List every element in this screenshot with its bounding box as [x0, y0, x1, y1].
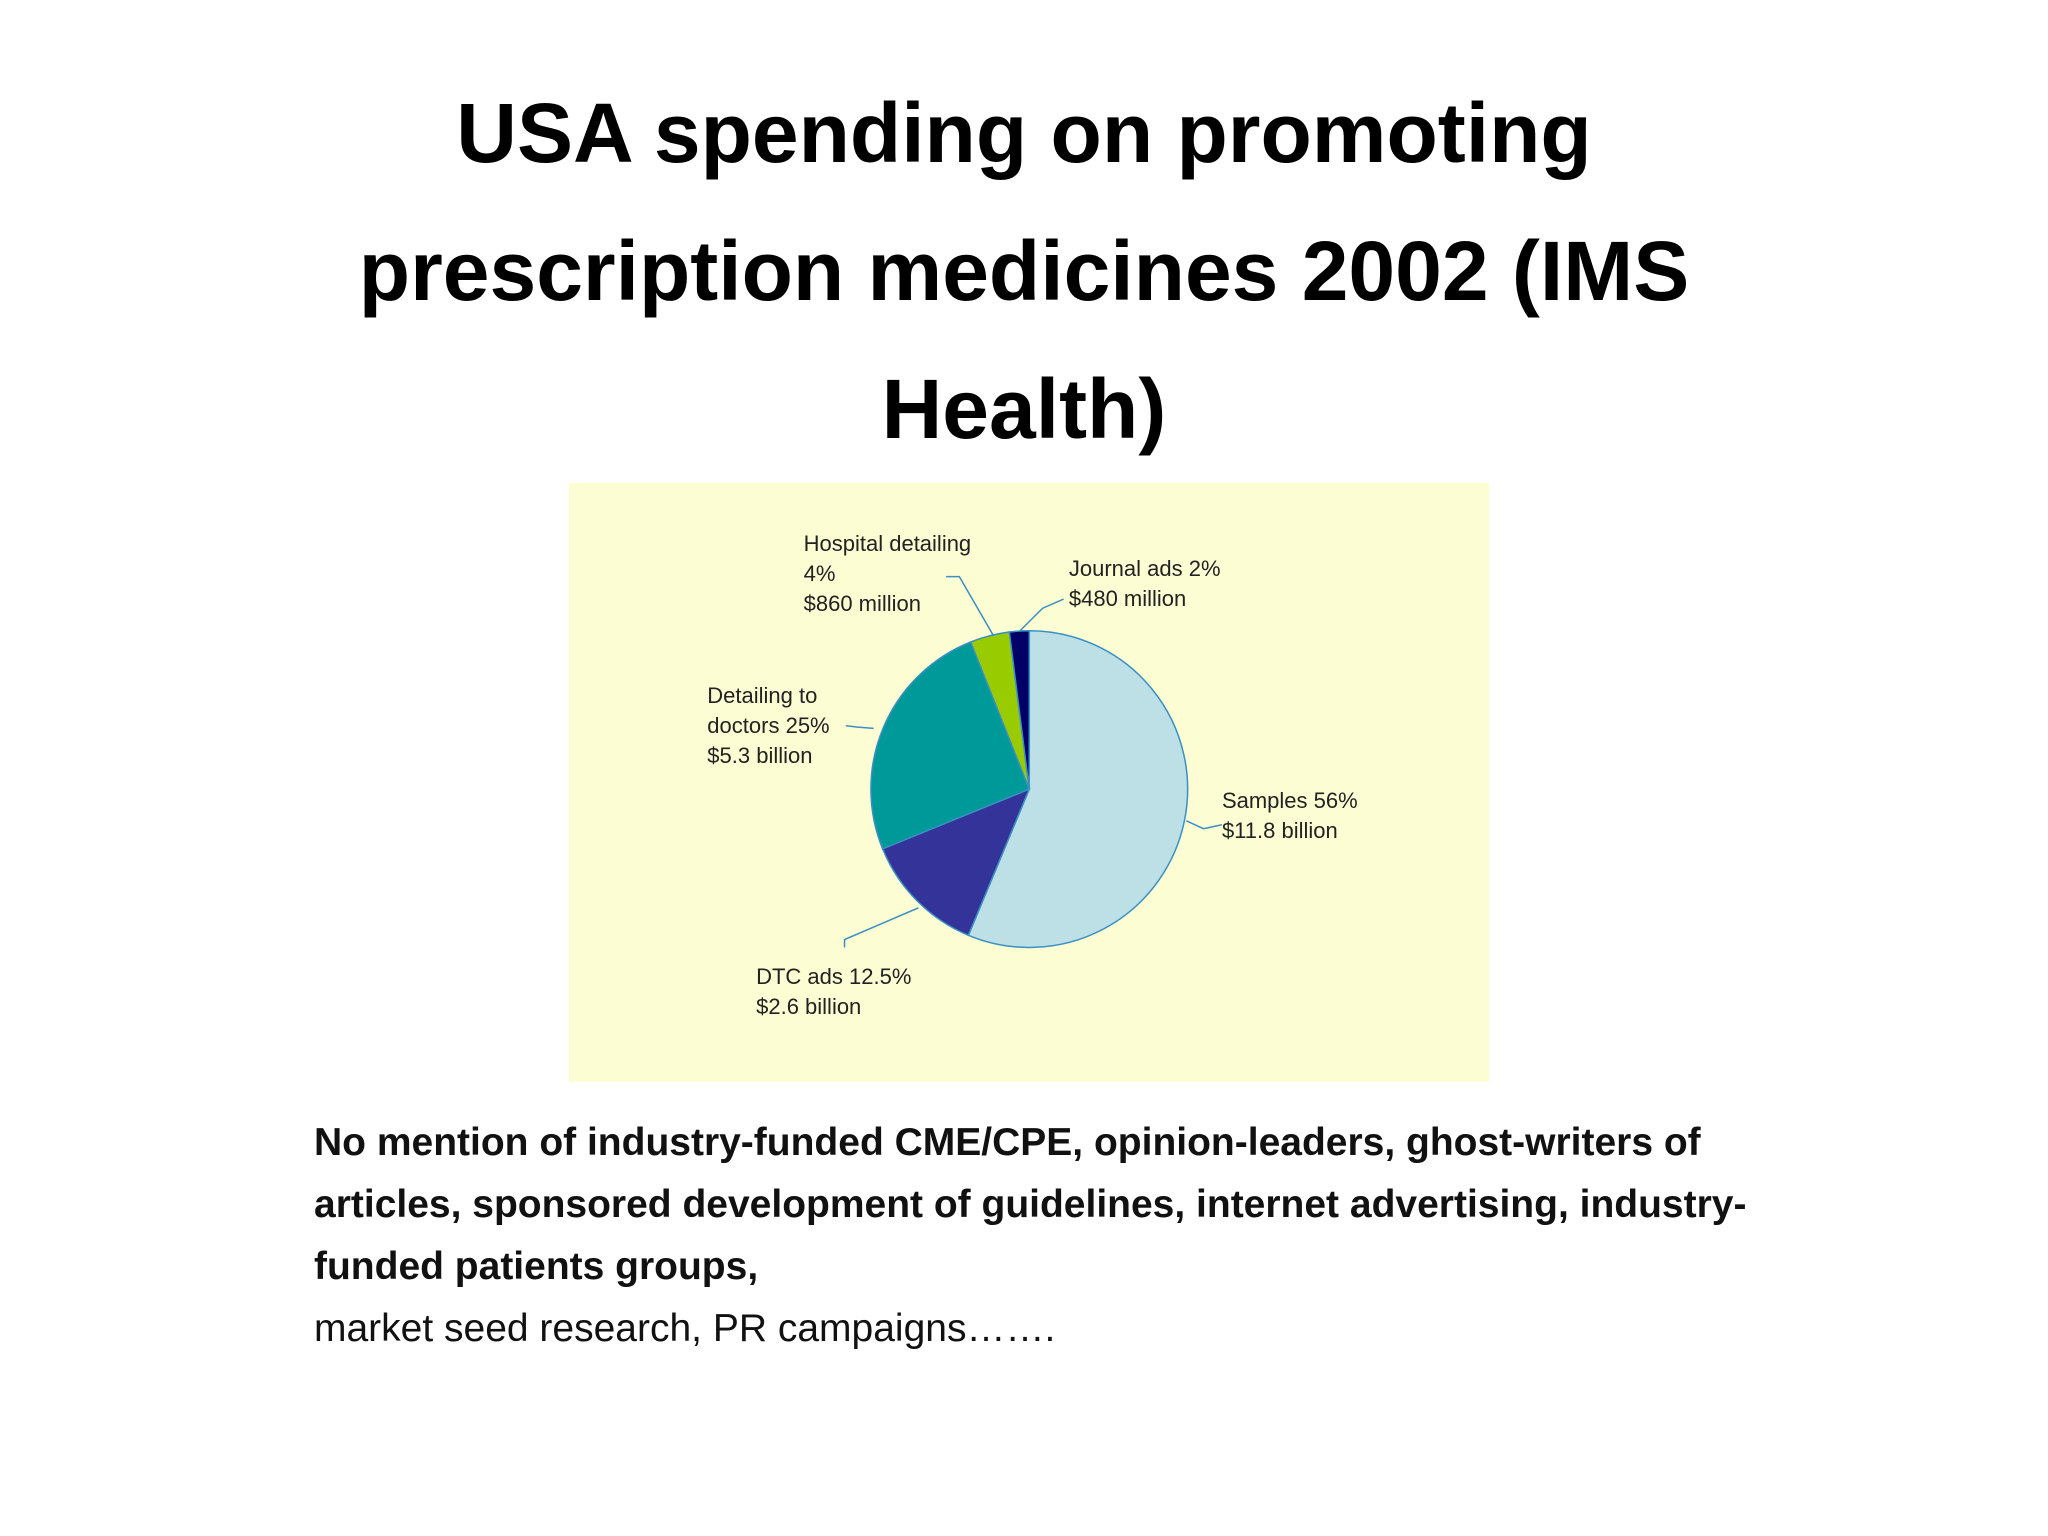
pie-slice — [870, 641, 1031, 850]
note-bold: No mention of industry-funded CME/CPE, o… — [314, 1121, 1747, 1288]
leader-line — [946, 575, 995, 637]
value-label: 2% — [1188, 556, 1221, 582]
leader-line — [1019, 598, 1064, 632]
pie-slice — [881, 787, 1031, 937]
category-label: Hospital detailing — [803, 531, 972, 557]
slice-label: DTC ads 12.5% $2.6 billion — [756, 962, 1076, 1022]
pie-slice — [1008, 630, 1031, 790]
category-label: Samples — [1221, 788, 1308, 814]
slide-title: USA spending on promoting prescription m… — [358, 86, 1690, 456]
leader-line — [843, 907, 919, 948]
slice-label: Journal ads 2% $480 million — [1069, 554, 1389, 614]
category-label: Detailing to doctors — [707, 682, 818, 738]
category-label: DTC ads — [756, 963, 843, 989]
slice-label: Hospital detailing 4% $860 million — [804, 529, 984, 619]
note: market seed research, PR campaigns……. — [314, 1307, 1056, 1350]
notes: No mention of industry-funded CME/CPE, o… — [314, 1112, 1754, 1360]
slice-label: Samples 56% $11.8 billion — [1222, 786, 1542, 846]
category-label: Journal ads — [1068, 556, 1183, 582]
amount-label: $5.3 billion — [707, 742, 813, 768]
value-label: 12.5% — [849, 963, 912, 989]
pie-slice — [967, 630, 1189, 949]
value-label: 4% — [803, 561, 836, 587]
leader-line — [845, 725, 874, 730]
amount-label: $11.8 billion — [1221, 818, 1338, 844]
amount-label: $480 million — [1068, 586, 1187, 612]
amount-label: $860 million — [803, 591, 922, 617]
amount-label: $2.6 billion — [756, 993, 862, 1019]
value-label: 25% — [785, 712, 830, 738]
value-label: 56% — [1313, 788, 1358, 814]
slice-label: Detailing to doctors 25% $5.3 billion — [707, 681, 867, 771]
leader-line — [1185, 820, 1223, 830]
